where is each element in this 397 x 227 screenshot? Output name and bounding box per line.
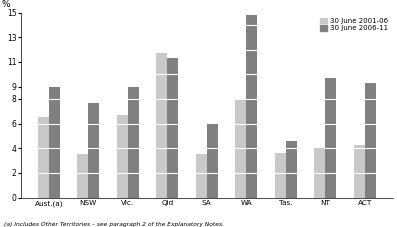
- Bar: [275, 153, 286, 198]
- Bar: [235, 100, 246, 198]
- Bar: [77, 155, 88, 198]
- Bar: [38, 118, 49, 198]
- Bar: [49, 87, 60, 198]
- Text: (a) Includes Other Territories – see paragraph 2 of the Explanatory Notes.: (a) Includes Other Territories – see par…: [4, 222, 224, 227]
- Bar: [117, 115, 128, 198]
- Bar: [365, 83, 376, 198]
- Bar: [354, 145, 365, 198]
- Bar: [286, 141, 297, 198]
- Bar: [314, 148, 326, 198]
- Bar: [207, 124, 218, 198]
- Bar: [128, 87, 139, 198]
- Bar: [246, 15, 257, 198]
- Bar: [88, 103, 99, 198]
- Bar: [326, 78, 336, 198]
- Legend: 30 June 2001-06, 30 June 2006-11: 30 June 2001-06, 30 June 2006-11: [319, 16, 389, 33]
- Y-axis label: %: %: [2, 0, 10, 9]
- Bar: [156, 53, 167, 198]
- Bar: [196, 155, 207, 198]
- Bar: [167, 58, 178, 198]
